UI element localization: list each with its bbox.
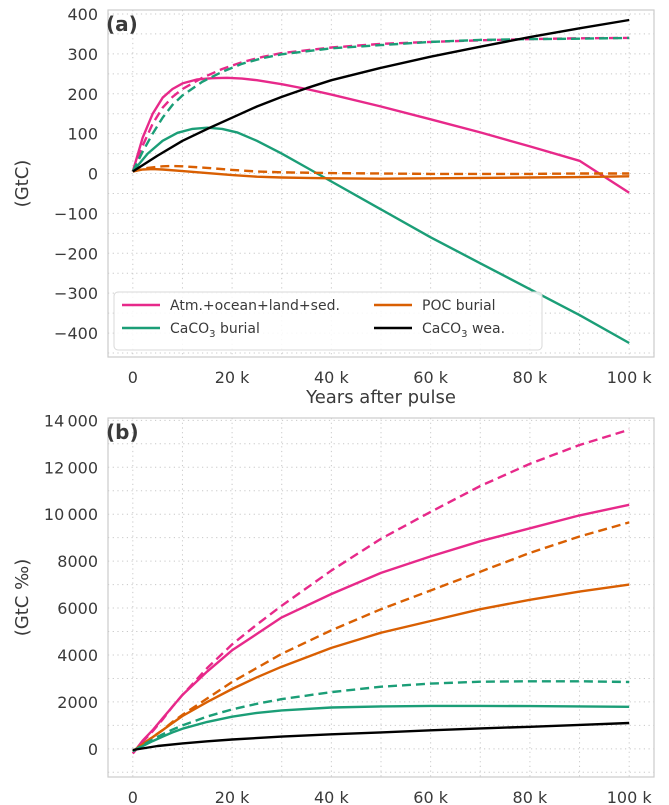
legend-item: Atm.+ocean+land+sed.	[122, 298, 340, 314]
x-tick-label: 0	[128, 368, 138, 387]
legend-item: CaCO3 burial	[122, 321, 260, 340]
series-line-2	[131, 126, 630, 345]
legend-box	[113, 291, 543, 351]
panel-label: (b)	[106, 420, 139, 444]
y-tick-label: −300	[54, 284, 98, 303]
legend-label-subscript: 3	[461, 329, 467, 340]
y-tick-label: 300	[67, 45, 98, 64]
series-line-6	[132, 721, 630, 752]
y-tick-label: 10 000	[44, 505, 98, 524]
y-tick-label: 0	[88, 165, 98, 184]
y-tick-label: 4000	[57, 646, 98, 665]
legend-label-main: Atm.+ocean+land+sed.	[170, 298, 340, 314]
legend-item: POC burial	[374, 298, 496, 314]
series-line-4	[132, 704, 630, 753]
x-tick-label: 100 k	[607, 788, 653, 805]
x-tick-label: 20 k	[215, 368, 250, 387]
legend-label: CaCO3 wea.	[422, 321, 505, 340]
y-tick-label: 14 000	[44, 411, 98, 430]
y-tick-label: −400	[54, 324, 98, 343]
y-tick-label: −100	[54, 204, 98, 223]
panel-b: 0 20 k 40 k 60 k 80 k 100 k 14 000 12 000 10 000…	[12, 411, 655, 805]
y-axis-label: (GtC)	[12, 160, 33, 208]
x-tick-label: 60 k	[413, 788, 448, 805]
panel-label: (a)	[106, 12, 138, 36]
series-line-3	[131, 36, 630, 173]
y-axis-label: (GtC ‰)	[12, 559, 33, 637]
series-line-5	[132, 680, 630, 753]
legend-label-main: CaCO	[422, 321, 461, 337]
x-axis-label: Years after pulse	[305, 387, 456, 408]
x-tick-label: 20 k	[215, 788, 250, 805]
x-tick-label: 80 k	[513, 368, 548, 387]
legend-label-tail: wea.	[468, 321, 506, 337]
legend-label-tail: burial	[216, 321, 260, 337]
x-tick-label: 0	[128, 788, 138, 805]
series-line-5	[132, 164, 630, 176]
y-tick-label: 400	[67, 5, 98, 24]
series-line-0	[131, 76, 630, 194]
series-line-4	[132, 167, 630, 180]
legend-label-main: POC burial	[422, 298, 496, 314]
legend-label: Atm.+ocean+land+sed.	[170, 298, 340, 314]
x-tick-label: 40 k	[314, 368, 349, 387]
legend-label-subscript: 3	[209, 329, 215, 340]
y-tick-label: 8000	[57, 552, 98, 571]
x-tick-label: 60 k	[413, 368, 448, 387]
series-line-0	[131, 503, 630, 755]
y-tick-label: 100	[67, 125, 98, 144]
y-tick-label: 12 000	[44, 458, 98, 477]
plot-frame	[107, 9, 655, 358]
series-line-3	[132, 521, 630, 753]
y-tick-label: 6000	[57, 599, 98, 618]
x-tick-label: 40 k	[314, 788, 349, 805]
plot-frame	[107, 417, 655, 778]
y-tick-label: 0	[88, 740, 98, 759]
y-tick-label: −200	[54, 244, 98, 263]
panel-a: 0 20 k 40 k 60 k 80 k 100 k 400 300 200 100 0 −100 −…	[12, 5, 655, 408]
x-tick-label: 80 k	[513, 788, 548, 805]
legend-label-main: CaCO	[170, 321, 209, 337]
legend-label: POC burial	[422, 298, 496, 314]
legend-item: CaCO3 wea.	[374, 321, 505, 340]
y-tick-label: 2000	[57, 693, 98, 712]
y-tick-label: 200	[67, 85, 98, 104]
x-tick-label: 100 k	[607, 368, 653, 387]
legend-label: CaCO3 burial	[170, 321, 260, 340]
series-line-6	[132, 18, 630, 173]
